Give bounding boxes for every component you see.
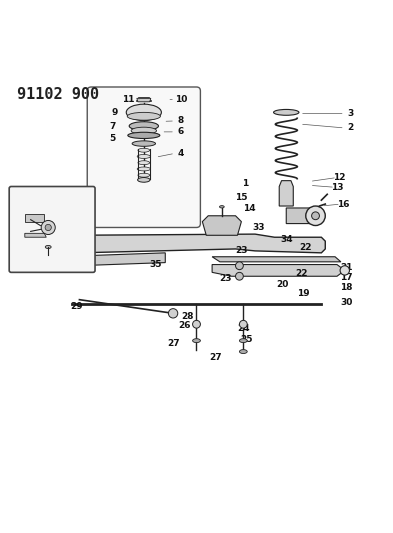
Polygon shape (212, 257, 341, 262)
Text: 14: 14 (243, 204, 255, 213)
Text: 23: 23 (220, 274, 232, 284)
Text: 19: 19 (297, 288, 309, 297)
Text: 8: 8 (178, 116, 184, 125)
Circle shape (169, 309, 178, 318)
Ellipse shape (138, 148, 150, 152)
Circle shape (193, 320, 200, 328)
Ellipse shape (128, 132, 160, 139)
Ellipse shape (137, 167, 151, 171)
Text: 15: 15 (235, 192, 248, 201)
Text: 11: 11 (122, 95, 134, 104)
Text: 34: 34 (280, 236, 292, 245)
Polygon shape (279, 181, 293, 206)
Text: 6: 6 (178, 127, 184, 136)
Polygon shape (286, 208, 321, 223)
Text: 32: 32 (28, 235, 41, 244)
Text: 9: 9 (111, 108, 118, 117)
Circle shape (312, 212, 320, 220)
Text: 33: 33 (253, 223, 265, 232)
Polygon shape (25, 214, 44, 222)
Text: 17: 17 (340, 273, 353, 282)
Text: 91102 900: 91102 900 (17, 87, 99, 102)
Circle shape (306, 206, 325, 225)
Circle shape (57, 257, 66, 266)
Polygon shape (72, 234, 325, 253)
Text: 4: 4 (178, 149, 184, 158)
Ellipse shape (239, 338, 247, 343)
Text: 27: 27 (209, 352, 222, 361)
FancyBboxPatch shape (9, 187, 95, 272)
Text: 7: 7 (109, 122, 116, 131)
Text: 26: 26 (178, 320, 190, 329)
Ellipse shape (274, 109, 299, 115)
Text: 21: 21 (340, 263, 353, 272)
Ellipse shape (127, 112, 160, 120)
Ellipse shape (138, 177, 150, 182)
Text: 22: 22 (299, 243, 312, 252)
Text: 30: 30 (28, 204, 41, 213)
Text: 1: 1 (242, 179, 248, 188)
Ellipse shape (45, 245, 51, 248)
Text: 24: 24 (237, 324, 250, 333)
FancyBboxPatch shape (87, 87, 200, 228)
Text: 28: 28 (182, 312, 194, 320)
Ellipse shape (132, 141, 156, 147)
Text: 10: 10 (175, 95, 187, 104)
Text: 2: 2 (347, 124, 354, 133)
Text: 20: 20 (276, 280, 288, 288)
Text: 18: 18 (340, 284, 353, 293)
Ellipse shape (129, 122, 158, 130)
Text: 25: 25 (240, 335, 252, 344)
Text: 29: 29 (70, 302, 83, 311)
Ellipse shape (126, 104, 162, 120)
Polygon shape (137, 98, 151, 102)
Circle shape (45, 224, 51, 231)
Circle shape (41, 221, 55, 235)
Circle shape (235, 262, 243, 270)
Text: 23: 23 (235, 246, 248, 255)
Text: 30: 30 (65, 263, 77, 272)
Ellipse shape (193, 338, 200, 343)
Text: 13: 13 (332, 183, 344, 192)
Polygon shape (202, 216, 241, 235)
Ellipse shape (220, 206, 224, 208)
Circle shape (340, 266, 349, 275)
Ellipse shape (131, 127, 156, 134)
Text: 3: 3 (347, 109, 354, 118)
Circle shape (239, 320, 247, 328)
Polygon shape (56, 253, 165, 266)
Text: 27: 27 (167, 340, 179, 348)
Text: 5: 5 (110, 134, 116, 143)
Text: 30: 30 (341, 298, 353, 308)
Ellipse shape (137, 155, 151, 158)
Ellipse shape (239, 350, 247, 353)
Text: 31: 31 (14, 214, 26, 223)
Text: 12: 12 (333, 173, 345, 182)
Ellipse shape (138, 161, 150, 165)
Polygon shape (212, 264, 345, 276)
Ellipse shape (138, 173, 150, 177)
Circle shape (235, 272, 243, 280)
Text: 16: 16 (336, 199, 349, 208)
Polygon shape (25, 233, 46, 237)
Text: 35: 35 (149, 260, 162, 269)
Text: 22: 22 (296, 269, 308, 278)
